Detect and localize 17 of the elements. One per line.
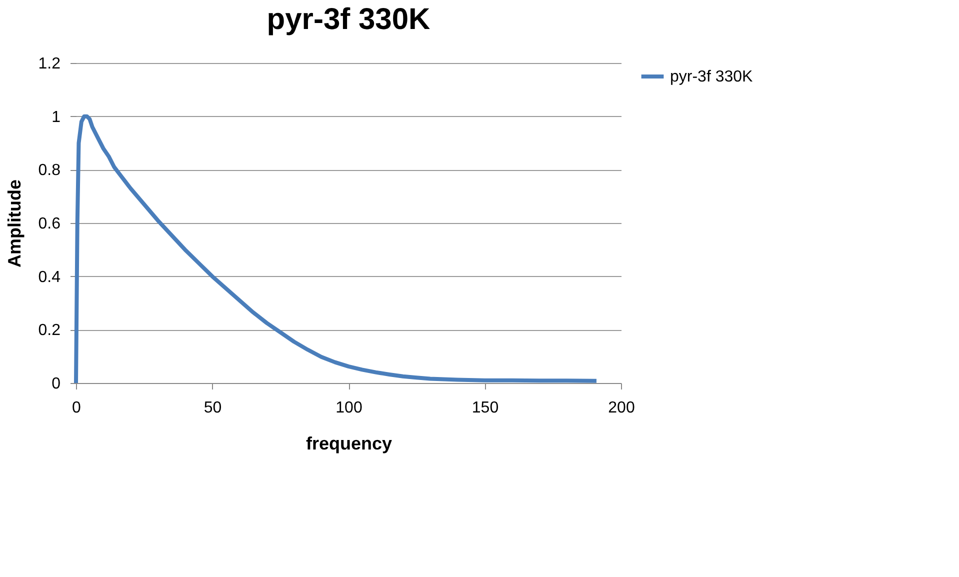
x-tick-label: 50 <box>204 400 222 416</box>
x-tick-label: 100 <box>336 400 362 416</box>
y-tick-label: 0.4 <box>38 268 61 286</box>
legend-label: pyr-3f 330K <box>670 68 754 86</box>
y-tick-label: 0.6 <box>38 216 61 232</box>
chart-title: pyr-3f 330K <box>266 3 431 36</box>
y-tick-label: 1 <box>52 108 61 126</box>
x-tick-label: 200 <box>608 400 635 416</box>
y-tick-label: 1.2 <box>38 56 61 72</box>
y-tick-label: 0.2 <box>38 322 61 340</box>
x-tick-label: 0 <box>72 400 82 416</box>
line-series <box>74 114 598 385</box>
y-tick-label: 0 <box>52 376 61 392</box>
x-tick-label: 150 <box>472 400 499 416</box>
x-axis-title: frequency <box>306 434 392 454</box>
y-axis-title: Amplitude <box>4 180 24 268</box>
y-tick-label: 0.8 <box>38 162 61 180</box>
